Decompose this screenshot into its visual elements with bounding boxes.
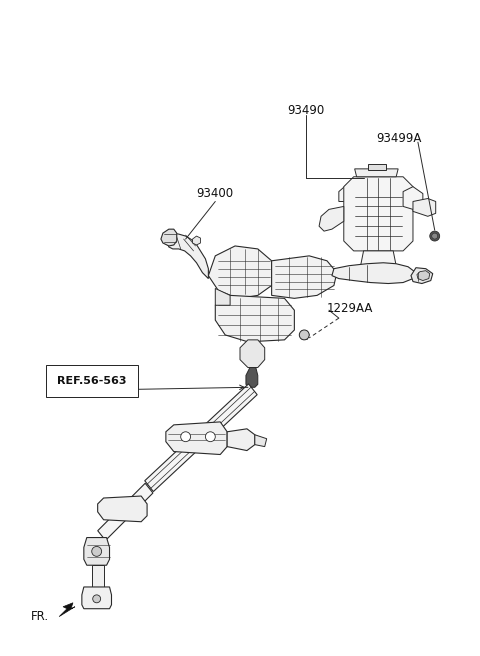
Polygon shape <box>255 435 267 447</box>
Circle shape <box>430 231 440 241</box>
Text: 93400: 93400 <box>197 187 234 200</box>
Circle shape <box>92 546 102 556</box>
Polygon shape <box>92 565 104 587</box>
Polygon shape <box>216 295 294 342</box>
Polygon shape <box>84 537 109 565</box>
Text: FR.: FR. <box>30 610 48 623</box>
Polygon shape <box>339 185 354 201</box>
Polygon shape <box>360 251 396 266</box>
Polygon shape <box>240 340 264 367</box>
Polygon shape <box>166 422 227 455</box>
Polygon shape <box>413 199 436 216</box>
Text: REF.56-563: REF.56-563 <box>57 377 127 386</box>
Polygon shape <box>332 263 416 283</box>
Polygon shape <box>161 229 177 246</box>
Polygon shape <box>411 268 433 283</box>
Circle shape <box>93 595 101 603</box>
Polygon shape <box>344 176 413 251</box>
Polygon shape <box>246 367 258 387</box>
Polygon shape <box>319 207 344 231</box>
Polygon shape <box>97 496 147 522</box>
Polygon shape <box>59 603 75 617</box>
Polygon shape <box>403 187 423 209</box>
Polygon shape <box>98 483 153 541</box>
Circle shape <box>180 432 191 441</box>
Polygon shape <box>167 233 208 279</box>
Polygon shape <box>272 256 337 298</box>
Polygon shape <box>227 429 255 451</box>
Circle shape <box>300 330 309 340</box>
Circle shape <box>205 432 216 441</box>
Polygon shape <box>82 587 111 609</box>
Polygon shape <box>417 271 430 281</box>
Text: 93490: 93490 <box>288 104 325 117</box>
Polygon shape <box>369 164 386 170</box>
Text: 93499A: 93499A <box>376 132 422 145</box>
Polygon shape <box>145 384 257 491</box>
Polygon shape <box>355 169 398 176</box>
Text: 1229AA: 1229AA <box>327 302 373 315</box>
Circle shape <box>432 233 438 239</box>
Polygon shape <box>208 246 272 298</box>
Polygon shape <box>216 289 230 305</box>
Polygon shape <box>192 236 201 245</box>
Text: REF.56-563: REF.56-563 <box>57 377 127 386</box>
